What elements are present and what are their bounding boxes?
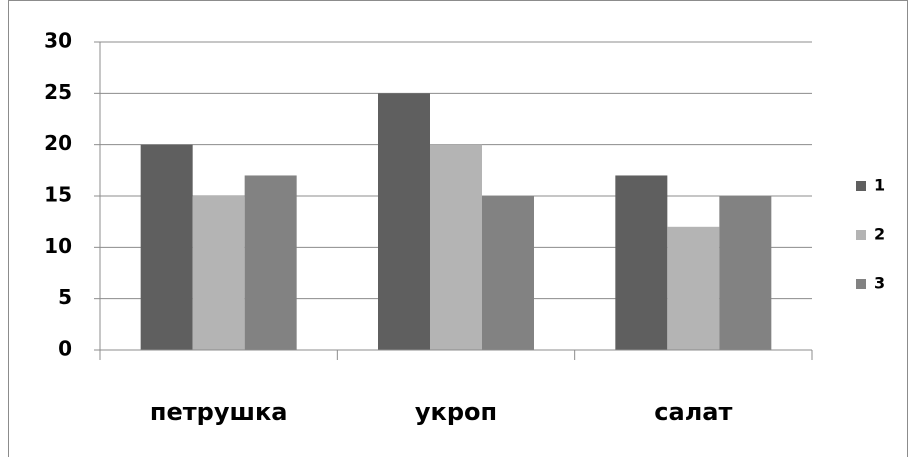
x-tick-label: петрушка bbox=[150, 398, 288, 426]
bar bbox=[140, 144, 193, 350]
x-tick-label: укроп bbox=[415, 398, 497, 426]
y-tick-label: 10 bbox=[44, 234, 72, 258]
bar bbox=[615, 175, 668, 350]
y-tick-label: 5 bbox=[58, 285, 72, 309]
y-tick-label: 15 bbox=[44, 183, 72, 207]
legend-swatch bbox=[856, 230, 866, 240]
legend-label: 1 bbox=[874, 176, 885, 195]
legend-swatch bbox=[856, 279, 866, 289]
y-tick-label: 30 bbox=[44, 29, 72, 53]
legend-label: 2 bbox=[874, 225, 885, 244]
bar bbox=[430, 144, 482, 350]
y-tick-label: 20 bbox=[44, 131, 72, 155]
bar bbox=[719, 196, 772, 350]
legend-swatch bbox=[856, 181, 866, 191]
bar bbox=[192, 196, 245, 350]
bar bbox=[482, 196, 534, 350]
x-tick-label: салат bbox=[654, 398, 732, 426]
legend-label: 3 bbox=[874, 274, 885, 293]
bar bbox=[378, 93, 430, 350]
y-tick-label: 25 bbox=[44, 80, 72, 104]
bar bbox=[667, 226, 720, 350]
bar bbox=[244, 175, 297, 350]
y-tick-label: 0 bbox=[58, 337, 72, 361]
